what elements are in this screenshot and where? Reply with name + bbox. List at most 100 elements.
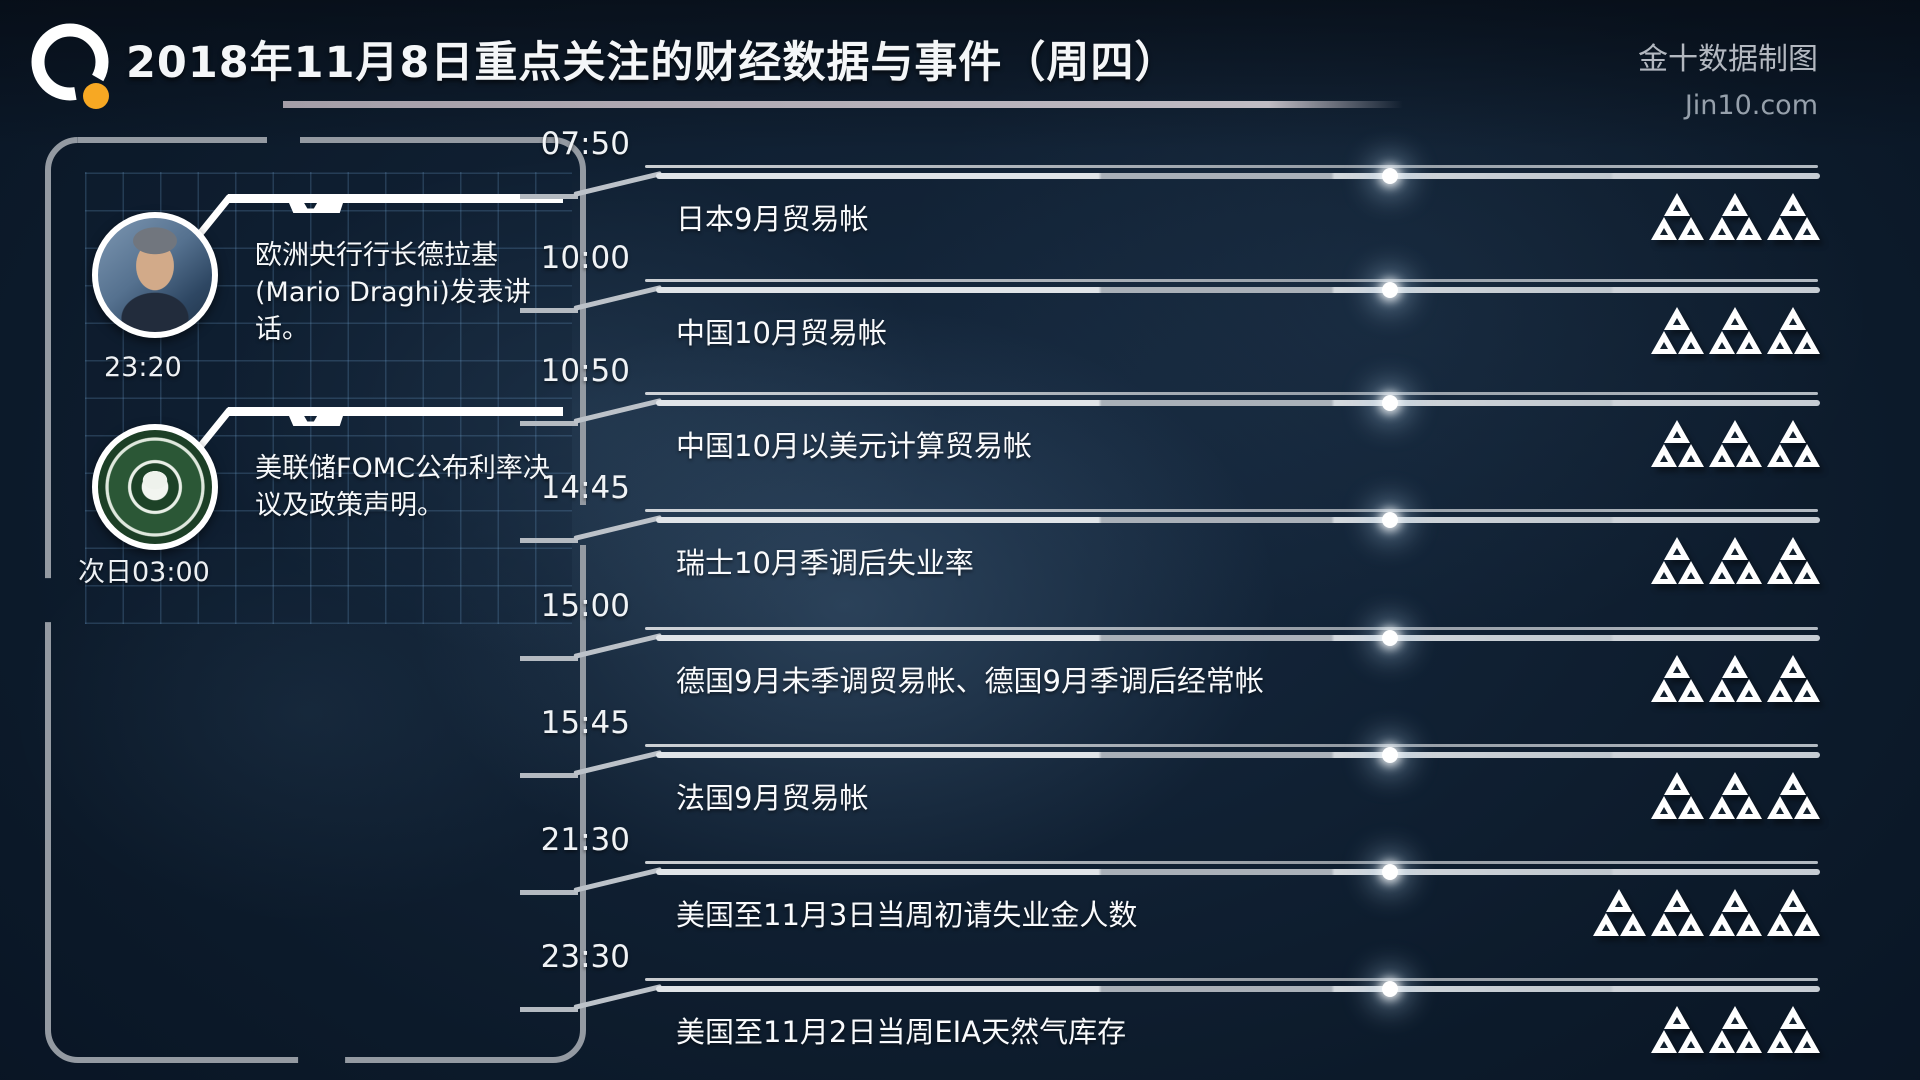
connector-line — [520, 538, 578, 543]
timeline-line-thick — [656, 173, 1820, 179]
timeline-line-thin — [645, 627, 1818, 630]
timeline-time: 14:45 — [540, 470, 630, 506]
title-underline — [283, 101, 1403, 108]
timeline-event-label: 美国至11月3日当周初请失业金人数 — [676, 898, 1138, 932]
timeline-event-label: 日本9月贸易帐 — [676, 202, 869, 236]
triangle-icon — [1722, 889, 1748, 912]
callout-tab — [289, 416, 343, 426]
triangle-icon — [1722, 193, 1748, 216]
event-time: 23:20 — [104, 352, 182, 383]
triangle-icon — [1736, 1030, 1762, 1053]
importance-triangle-cluster — [1651, 772, 1704, 819]
triangle-icon — [1606, 889, 1632, 912]
timeline-line-thick — [656, 986, 1820, 992]
event-description: 欧洲央行行长德拉基 (Mario Draghi)发表讲话。 — [255, 237, 555, 348]
triangle-icon — [1722, 655, 1748, 678]
timeline-row: 15:45 法国9月贸易帐 — [0, 697, 1920, 822]
timeline-line-thin — [645, 978, 1818, 981]
timeline-row: 10:00 中国10月贸易帐 — [0, 232, 1920, 357]
timeline-line-thick — [656, 517, 1820, 523]
triangle-icon — [1664, 889, 1690, 912]
triangle-icon — [1780, 772, 1806, 795]
connector-diagonal — [573, 398, 663, 424]
timeline-row: 23:30 美国至11月2日当周EIA天然气库存 — [0, 931, 1920, 1056]
timeline-glow-dot — [1382, 747, 1398, 763]
importance-triangle-cluster — [1709, 537, 1762, 584]
timeline-line-thick — [656, 752, 1820, 758]
triangle-icon — [1780, 420, 1806, 443]
importance-triangle-cluster — [1709, 1006, 1762, 1053]
triangle-icon — [1794, 1030, 1820, 1053]
connector-line — [520, 194, 578, 199]
importance-triangle-cluster — [1709, 889, 1762, 936]
event-description: 美联储FOMC公布利率决 议及政策声明。 — [255, 450, 555, 524]
timeline-glow-dot — [1382, 282, 1398, 298]
triangle-icon — [1664, 420, 1690, 443]
timeline-time: 10:50 — [540, 353, 630, 389]
site-url: Jin10.com — [1684, 90, 1818, 121]
timeline-line-thin — [645, 744, 1818, 747]
triangle-icon — [1722, 772, 1748, 795]
connector-line — [520, 421, 578, 426]
importance-triangle-cluster — [1651, 420, 1704, 467]
timeline-time: 23:30 — [540, 939, 630, 975]
importance-triangle-cluster — [1651, 537, 1704, 584]
triangle-icon — [1722, 1006, 1748, 1029]
connector-diagonal — [573, 515, 663, 541]
triangle-icon — [1722, 307, 1748, 330]
importance-triangle-cluster — [1709, 193, 1762, 240]
connector-line — [520, 890, 578, 895]
mario-draghi-avatar — [92, 212, 218, 338]
timeline-time: 15:00 — [540, 588, 630, 624]
connector-line — [520, 1007, 578, 1012]
triangle-icon — [1767, 1030, 1793, 1053]
importance-triangle-cluster — [1767, 889, 1820, 936]
timeline-line-thin — [645, 509, 1818, 512]
timeline-row: 07:50 日本9月贸易帐 — [0, 118, 1920, 243]
importance-indicator — [1651, 1006, 1820, 1053]
triangle-icon — [1664, 1006, 1690, 1029]
timeline-line-thin — [645, 165, 1818, 168]
triangle-icon — [1722, 537, 1748, 560]
connector-diagonal — [573, 171, 663, 197]
callout-line — [228, 194, 563, 203]
triangle-icon — [1780, 889, 1806, 912]
importance-triangle-cluster — [1767, 307, 1820, 354]
connector-line — [520, 656, 578, 661]
triangle-icon — [1709, 1030, 1735, 1053]
importance-indicator — [1651, 772, 1820, 819]
timeline-line-thin — [645, 279, 1818, 282]
importance-triangle-cluster — [1767, 193, 1820, 240]
timeline-line-thick — [656, 635, 1820, 641]
timeline-glow-dot — [1382, 512, 1398, 528]
triangle-icon — [1780, 307, 1806, 330]
panel-border — [45, 137, 586, 1063]
triangle-icon — [1651, 1030, 1677, 1053]
timeline-line-thick — [656, 869, 1820, 875]
timeline-event-label: 德国9月未季调贸易帐、德国9月季调后经常帐 — [676, 664, 1264, 698]
triangle-icon — [1664, 193, 1690, 216]
importance-triangle-cluster — [1651, 307, 1704, 354]
timeline-glow-dot — [1382, 630, 1398, 646]
timeline-glow-dot — [1382, 168, 1398, 184]
timeline-glow-dot — [1382, 395, 1398, 411]
timeline-line-thick — [656, 400, 1820, 406]
importance-indicator — [1651, 307, 1820, 354]
timeline-time: 21:30 — [540, 822, 630, 858]
timeline-line-thin — [645, 861, 1818, 864]
connector-diagonal — [573, 984, 663, 1010]
timeline-row: 14:45 瑞士10月季调后失业率 — [0, 462, 1920, 587]
timeline-event-label: 瑞士10月季调后失业率 — [676, 546, 974, 580]
importance-triangle-cluster — [1651, 1006, 1704, 1053]
timeline-line-thick — [656, 287, 1820, 293]
callout-tab — [289, 203, 343, 213]
importance-triangle-cluster — [1709, 772, 1762, 819]
timeline-event-label: 中国10月贸易帐 — [676, 316, 887, 350]
event-description-line1: 欧洲央行行长德拉基 — [255, 240, 498, 271]
importance-triangle-cluster — [1651, 655, 1704, 702]
event-time: 次日03:00 — [78, 557, 210, 588]
connector-diagonal — [573, 285, 663, 311]
credit-text: 金十数据制图 — [1638, 42, 1818, 77]
timeline-time: 07:50 — [540, 126, 630, 162]
